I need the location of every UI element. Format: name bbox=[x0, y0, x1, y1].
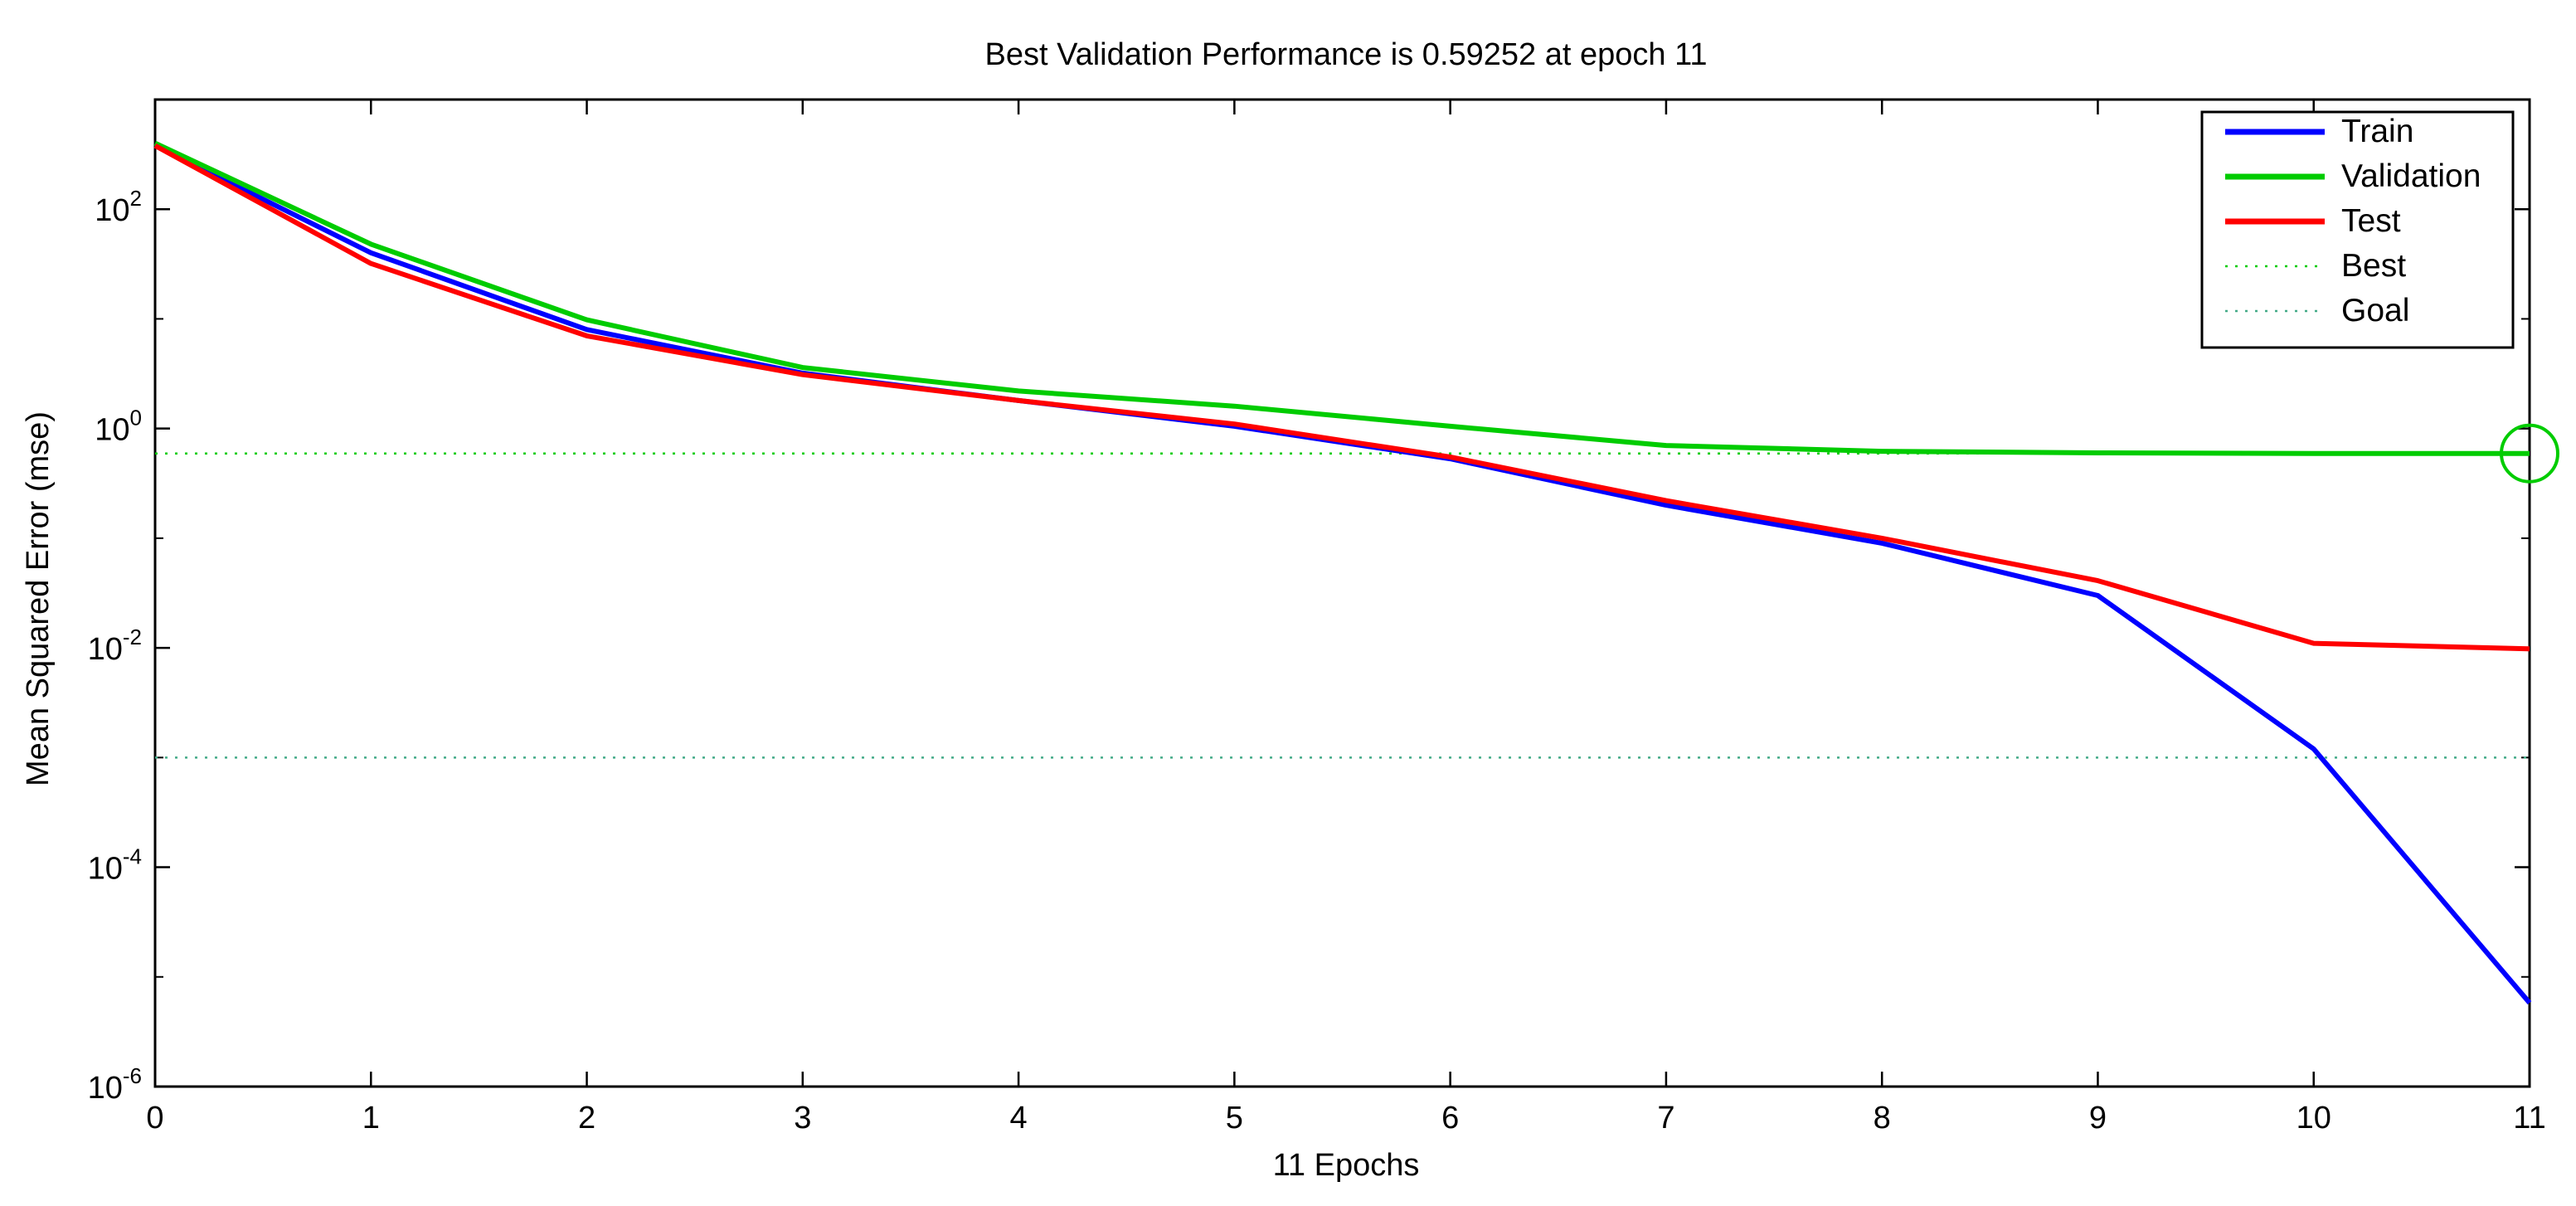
best-epoch-marker bbox=[2500, 423, 2559, 484]
x-tick-label: 6 bbox=[1441, 1101, 1459, 1135]
series-line-test bbox=[153, 143, 2530, 652]
y-tick-label: 10-6 bbox=[88, 1063, 142, 1106]
legend-label-best: Best bbox=[2341, 248, 2406, 284]
x-tick-label: 1 bbox=[362, 1101, 380, 1135]
x-tick-label: 9 bbox=[2089, 1101, 2107, 1135]
series-line-validation bbox=[153, 140, 2530, 456]
legend-label-train: Train bbox=[2341, 114, 2413, 149]
legend-label-validation: Validation bbox=[2341, 158, 2481, 194]
legend-box bbox=[2200, 110, 2515, 349]
x-tick-label: 4 bbox=[1010, 1101, 1028, 1135]
legend-label-goal: Goal bbox=[2341, 293, 2409, 328]
x-tick-label: 5 bbox=[1226, 1101, 1243, 1135]
x-tick-label: 10 bbox=[2297, 1101, 2331, 1135]
y-axis-label: Mean Squared Error (mse) bbox=[21, 411, 56, 786]
plot-area: 0 1 2 3 4 5 6 7 8 9 10 11 10-6 10-4 10-2 100 102 bbox=[88, 98, 2559, 1135]
legend: Train Validation Test Best Goal bbox=[2200, 110, 2515, 349]
axes-frame bbox=[153, 98, 2531, 1088]
x-tick-label: 11 bbox=[2513, 1101, 2545, 1135]
x-tick-label: 2 bbox=[578, 1101, 595, 1135]
x-tick-label: 7 bbox=[1657, 1101, 1674, 1135]
y-tick-label: 10-2 bbox=[88, 625, 142, 667]
x-tick-label: 0 bbox=[146, 1101, 163, 1135]
y-tick-label: 10-4 bbox=[88, 844, 142, 887]
y-tick-label: 100 bbox=[95, 406, 142, 448]
chart-title: Best Validation Performance is 0.59252 a… bbox=[984, 37, 1707, 72]
legend-label-test: Test bbox=[2341, 203, 2401, 239]
x-tick-label: 3 bbox=[794, 1101, 811, 1135]
x-tick-label: 8 bbox=[1874, 1101, 1891, 1135]
x-axis-label: 11 Epochs bbox=[1273, 1148, 1420, 1183]
y-tick-label: 102 bbox=[95, 186, 142, 228]
